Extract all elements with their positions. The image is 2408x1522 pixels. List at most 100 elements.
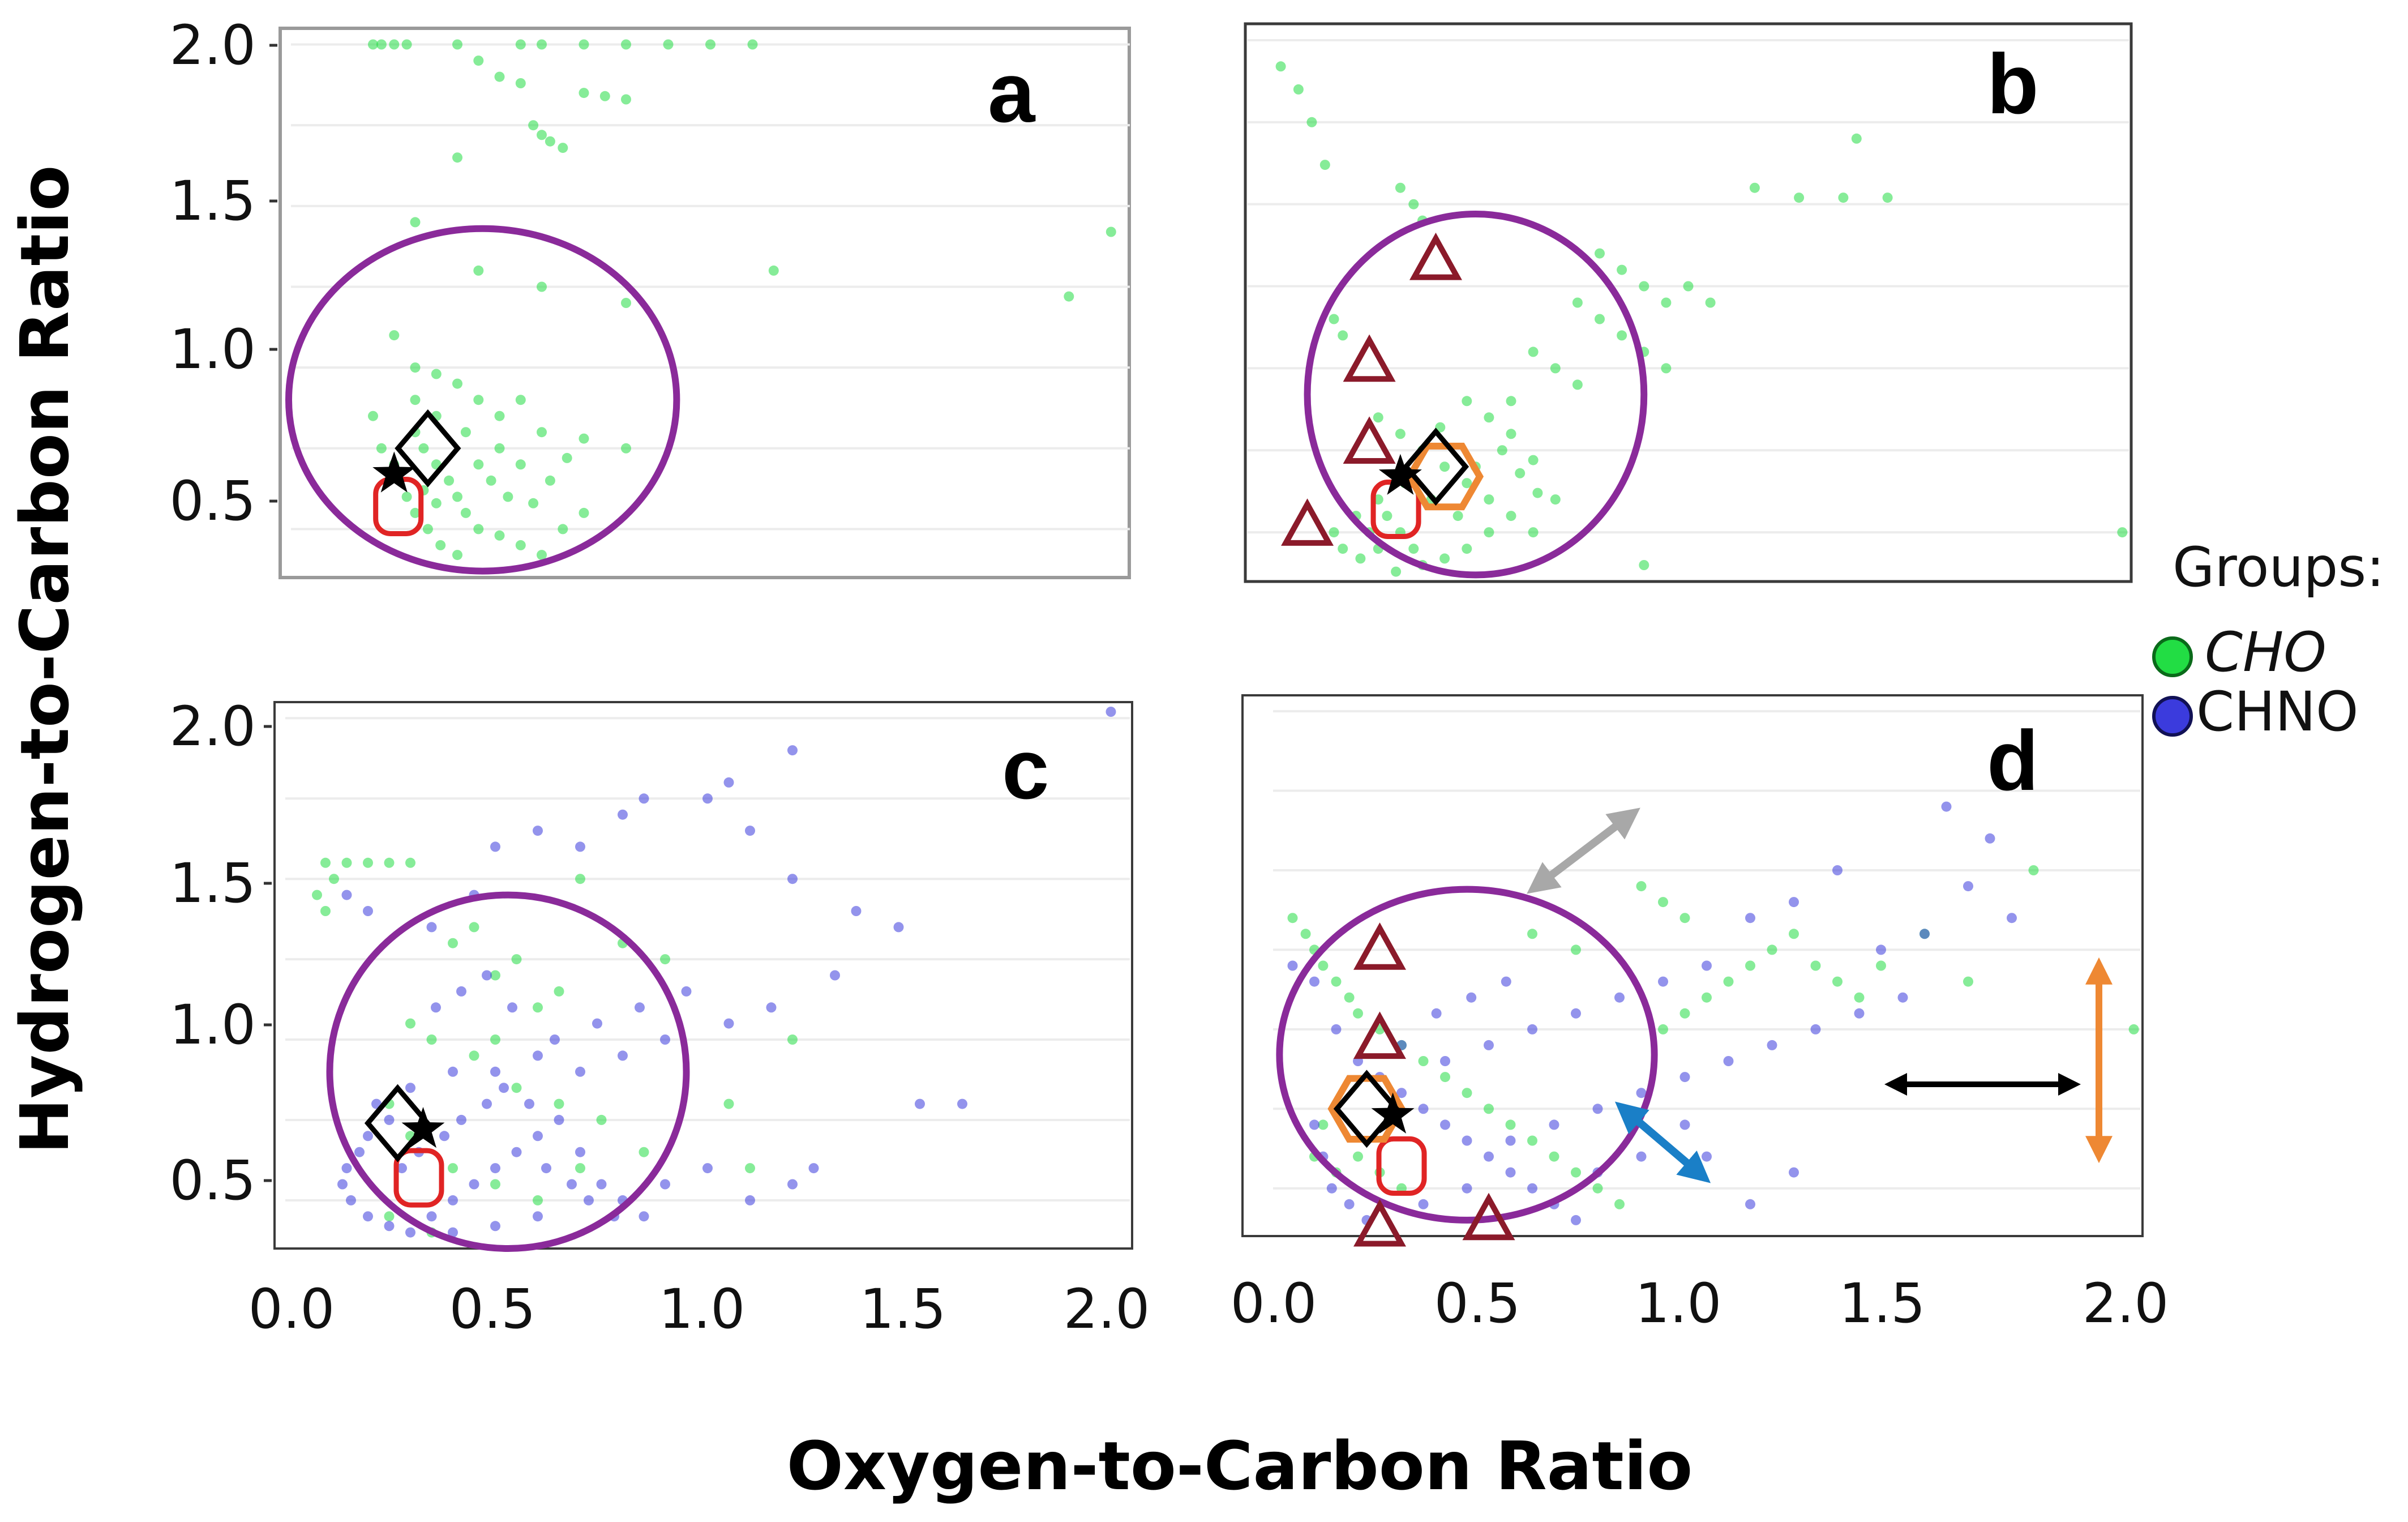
panel-c-letter: c — [1002, 721, 1049, 816]
point-cho — [494, 443, 505, 454]
point-cho — [1395, 429, 1406, 439]
point-chno — [490, 1066, 500, 1077]
point-cho — [723, 1098, 734, 1109]
point-chno — [723, 1018, 734, 1029]
point-cho — [545, 475, 555, 486]
point-cho — [1617, 264, 1627, 275]
point-chno — [405, 1083, 415, 1093]
point-chno — [426, 1211, 437, 1222]
x-tick-label: 0.5 — [1434, 1272, 1521, 1335]
panel-d-xticks: 0.0 0.5 1.0 1.5 2.0 — [1231, 1272, 2169, 1335]
point-chno — [766, 1002, 777, 1013]
point-cho — [1484, 412, 1494, 423]
point-cho — [1571, 944, 1581, 955]
point-cho — [537, 427, 547, 438]
panel-d-letter: d — [1987, 713, 2039, 808]
point-chno — [787, 874, 798, 884]
point-cho — [579, 433, 589, 444]
point-cho — [384, 1211, 395, 1222]
point-chno — [431, 1002, 441, 1013]
point-cho — [511, 954, 522, 965]
point-chno — [507, 1002, 517, 1013]
point-chno — [1832, 865, 1843, 875]
point-chno — [490, 1221, 500, 1232]
point-cho — [1484, 1104, 1494, 1114]
point-cho — [1353, 1008, 1363, 1019]
point-cho — [444, 475, 455, 486]
panel-b-annotations — [1281, 211, 1648, 579]
point-cho — [1462, 478, 1472, 489]
point-chno — [448, 1066, 458, 1077]
point-cho — [410, 507, 421, 518]
point-cho — [473, 395, 484, 405]
red-rounded-square — [393, 1148, 444, 1208]
point-cho — [2028, 865, 2039, 875]
point-cho — [1838, 193, 1849, 203]
triangle-marker — [1343, 334, 1396, 382]
point-cho — [537, 39, 547, 50]
point-chno — [1484, 1040, 1494, 1050]
point-chno — [1679, 1119, 1690, 1130]
point-chno — [426, 922, 437, 933]
point-cho — [579, 39, 589, 50]
point-cho — [1331, 976, 1342, 987]
point-cho — [533, 1195, 543, 1205]
panel-c-yticks: 0.5 1.0 1.5 2.0 — [169, 695, 272, 1212]
point-cho — [460, 507, 471, 518]
point-chno — [482, 970, 492, 981]
point-chno — [511, 1147, 522, 1157]
point-cho — [473, 524, 484, 535]
point-cho — [545, 136, 555, 147]
triangle-marker — [1281, 498, 1334, 546]
point-cho — [1506, 511, 1516, 521]
point-cho — [1506, 429, 1516, 439]
point-cho — [1683, 281, 1694, 292]
point-cho — [494, 411, 505, 421]
point-chno — [1767, 1040, 1777, 1050]
point-chno — [1658, 976, 1668, 987]
gray-double-arrow — [1527, 807, 1640, 894]
point-chno — [681, 986, 692, 997]
panel-d-annotations — [1276, 886, 1658, 1247]
point-cho — [1851, 133, 1862, 144]
x-tick-label: 0.5 — [449, 1277, 536, 1341]
point-cho — [1963, 976, 1973, 987]
point-cho — [473, 459, 484, 470]
point-chno — [1723, 1056, 1734, 1066]
point-cho — [621, 94, 631, 105]
point-chno — [448, 1195, 458, 1205]
point-cho — [448, 1163, 458, 1174]
point-chno — [1745, 1199, 1755, 1209]
point-cho — [405, 857, 415, 868]
point-cho — [1658, 897, 1668, 908]
point-cho — [329, 874, 339, 884]
point-cho — [341, 857, 352, 868]
panel-c-points — [312, 707, 1116, 1238]
point-cho — [515, 78, 526, 88]
point-chno — [575, 1066, 585, 1077]
point-cho — [1639, 560, 1649, 570]
legend-chno-label: CHNO — [2196, 680, 2359, 743]
x-tick-label: 0.0 — [248, 1277, 335, 1341]
point-cho — [494, 530, 505, 541]
panel-c-frame — [273, 701, 1133, 1250]
point-chno — [808, 1163, 819, 1174]
point-cho — [1794, 193, 1805, 203]
point-cho — [1408, 199, 1419, 210]
panel-a: 0.5 1.0 1.5 2.0 a — [169, 14, 1131, 579]
point-chno — [469, 1179, 479, 1190]
point-cho — [1882, 193, 1893, 203]
panel-c-xticks: 0.0 0.5 1.0 1.5 2.0 — [248, 1277, 1150, 1341]
point-chno — [554, 1114, 564, 1125]
point-chno — [456, 986, 466, 997]
point-chno — [1963, 881, 1973, 892]
point-cho — [1439, 461, 1450, 472]
point-chno — [1679, 1072, 1690, 1083]
point-cho — [452, 39, 462, 50]
triangle-marker — [1462, 1192, 1515, 1241]
point-chno — [363, 1211, 373, 1222]
point-chno — [1810, 1024, 1821, 1034]
point-chno — [1106, 707, 1116, 717]
point-chno — [1527, 1024, 1537, 1034]
point-cho — [452, 491, 462, 502]
